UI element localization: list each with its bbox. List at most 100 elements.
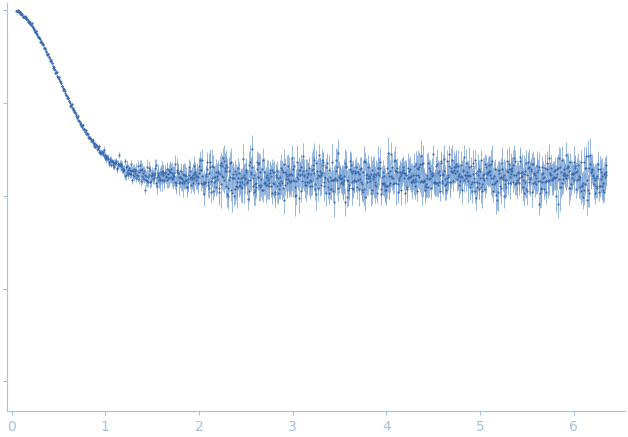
Point [247,145,257,152]
Point [283,163,293,170]
Point [452,175,462,182]
Point [198,180,208,187]
Point [276,179,286,186]
Point [264,179,274,186]
Point [433,170,443,177]
Point [30,28,40,35]
Point [40,45,50,52]
Point [146,177,156,184]
Point [536,184,546,191]
Point [160,177,170,184]
Point [41,48,51,55]
Point [230,186,240,193]
Point [58,84,68,91]
Point [597,183,607,190]
Point [416,177,426,184]
Point [337,174,347,181]
Point [154,176,165,183]
Point [467,179,477,186]
Point [133,172,143,179]
Point [454,170,464,177]
Point [30,28,40,35]
Point [219,157,229,164]
Point [252,166,262,173]
Point [122,163,132,170]
Point [64,97,74,104]
Point [195,157,205,164]
Point [19,13,29,20]
Point [144,179,154,186]
Point [573,175,583,182]
Point [181,177,191,184]
Point [502,179,512,186]
Point [133,163,143,170]
Point [511,158,521,165]
Point [423,160,433,166]
Point [114,151,124,158]
Point [376,186,386,193]
Point [206,178,216,185]
Point [99,152,109,159]
Point [117,162,127,169]
Point [311,160,321,167]
Point [214,184,224,191]
Point [506,166,516,173]
Point [352,184,362,191]
Point [501,177,511,184]
Point [265,169,275,176]
Point [486,175,496,182]
Point [560,172,570,179]
Point [106,155,116,162]
Point [600,174,610,181]
Point [69,107,79,114]
Point [472,178,482,185]
Point [404,173,414,180]
Point [365,171,376,178]
Point [162,166,172,173]
Point [186,181,196,188]
Point [347,179,357,186]
Point [229,193,239,200]
Point [140,186,150,193]
Point [111,159,121,166]
Point [448,177,458,184]
Point [339,176,349,183]
Point [491,191,501,198]
Point [245,176,255,183]
Point [242,179,252,186]
Point [439,155,449,162]
Point [458,168,468,175]
Point [157,168,167,175]
Point [517,183,528,190]
Point [577,183,587,190]
Point [319,179,329,186]
Point [354,177,364,184]
Point [72,111,82,118]
Point [76,120,86,127]
Point [171,180,181,187]
Point [397,169,407,176]
Point [23,18,33,25]
Point [266,173,276,180]
Point [368,176,378,183]
Point [512,177,522,184]
Point [499,193,509,200]
Point [311,168,322,175]
Point [240,176,250,183]
Point [129,166,139,173]
Point [292,173,302,180]
Point [514,174,524,181]
Point [236,181,246,188]
Point [167,169,177,176]
Point [413,166,423,173]
Point [329,176,339,183]
Point [340,160,350,167]
Point [522,164,533,171]
Point [24,17,34,24]
Point [23,18,33,25]
Point [239,180,249,187]
Point [492,196,502,203]
Point [248,183,258,190]
Point [17,11,27,18]
Point [505,180,515,187]
